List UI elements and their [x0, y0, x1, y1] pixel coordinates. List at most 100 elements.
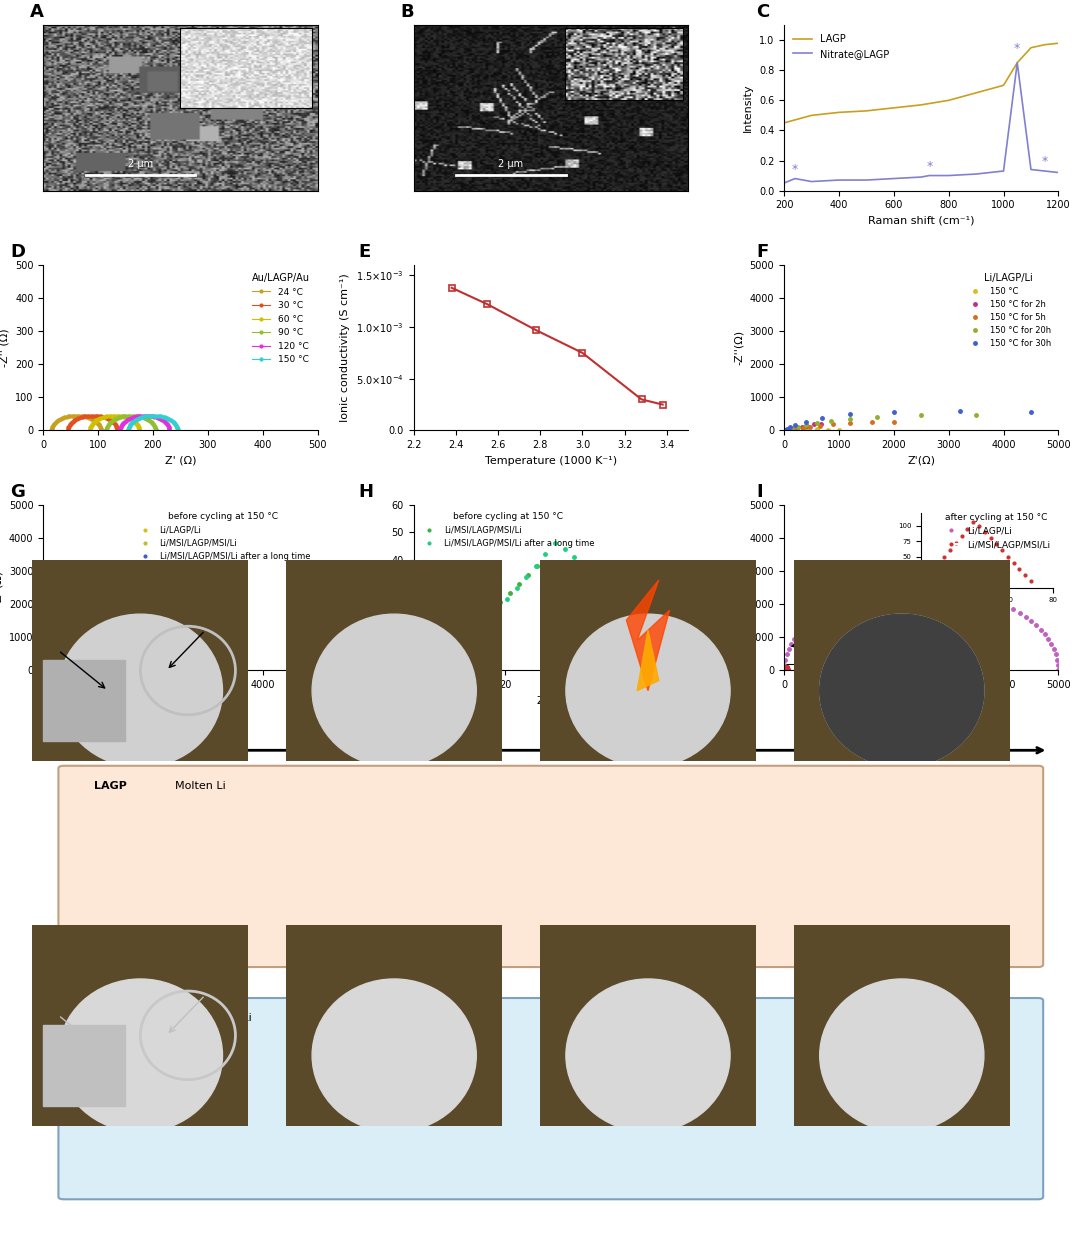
Li/MSI/LAGP/MSI/Li after a long time	[491, 603, 504, 618]
Li/MSI/LAGP/MSI/Li after a long time	[103, 660, 116, 676]
Li/MSI/LAGP/MSI/Li after a long time	[511, 580, 524, 595]
Li/LAGP/Li	[954, 584, 967, 599]
Li/MSI/LAGP/MSI/Li after a long time	[624, 599, 637, 614]
Li/MSI/LAGP/MSI/Li after a long time	[577, 559, 590, 574]
Li/LAGP/Li	[64, 662, 77, 677]
Li/MSI/LAGP/MSI/Li	[613, 611, 626, 626]
150 °C for 5h	[780, 423, 793, 438]
Li/MSI/LAGP/MSI/Li after a long time	[117, 660, 130, 676]
Text: G: G	[11, 483, 25, 501]
Li/LAGP/Li	[778, 658, 791, 673]
Text: C: C	[757, 3, 770, 21]
Text: E: E	[359, 243, 372, 260]
X-axis label: Z' (Ω): Z' (Ω)	[164, 455, 197, 465]
Li/LAGP/Li	[51, 660, 64, 676]
90 °C	[124, 408, 137, 423]
Li/MSI/LAGP/MSI/Li	[503, 585, 516, 600]
Li/MSI/LAGP/MSI/Li after a long time	[170, 662, 183, 677]
Li/LAGP/Li	[59, 662, 72, 677]
150 °C for 5h	[813, 418, 826, 433]
150 °C	[122, 423, 135, 438]
Li/LAGP/Li	[1050, 647, 1063, 662]
150 °C for 20h	[786, 420, 799, 435]
Li/MSI/LAGP/MSI/Li	[458, 630, 471, 645]
Li/MSI/LAGP/MSI/Li after a long time	[160, 662, 173, 677]
Li/MSI/LAGP/MSI/Li	[105, 660, 118, 676]
Li/MSI/LAGP/MSI/Li after a long time	[136, 662, 149, 677]
LAGP	[997, 78, 1010, 93]
Text: A: A	[29, 3, 43, 21]
Li/LAGP/Li	[902, 580, 915, 595]
150 °C for 30h	[888, 404, 901, 419]
Text: 15 min: 15 min	[956, 730, 999, 743]
150 °C for 2h	[807, 416, 820, 431]
Li/MSI/LAGP/MSI/Li	[649, 635, 662, 650]
Li/LAGP/Li	[1048, 642, 1061, 657]
150 °C for 20h	[799, 418, 812, 433]
Nitrate@LAGP	[1038, 164, 1051, 179]
150 °C	[799, 421, 812, 437]
150 °C	[833, 423, 846, 438]
Li/MSI/LAGP/MSI/Li	[79, 660, 92, 676]
Bar	[43, 660, 125, 741]
24 °C	[69, 408, 82, 423]
Legend: Li/MSI/LAGP/MSI/Li, Li/MSI/LAGP/MSI/Li after a long time: Li/MSI/LAGP/MSI/Li, Li/MSI/LAGP/MSI/Li a…	[418, 509, 598, 551]
Li/MSI/LAGP/MSI/Li after a long time	[83, 662, 96, 677]
Li/MSI/LAGP/MSI/Li	[65, 660, 78, 676]
Li/MSI/LAGP/MSI/Li	[147, 662, 160, 677]
Li/MSI/LAGP/MSI/Li	[631, 623, 644, 638]
Li/LAGP/Li	[62, 662, 75, 677]
Nitrate@LAGP	[915, 170, 928, 185]
Li/MSI/LAGP/MSI/Li	[138, 662, 151, 677]
X-axis label: Z'(Ω): Z'(Ω)	[166, 696, 194, 706]
Li/LAGP/Li	[1035, 623, 1048, 638]
60 °C	[133, 423, 146, 438]
Li/MSI/LAGP/MSI/Li	[585, 594, 598, 609]
Bar	[784, 664, 795, 671]
Li/MSI/LAGP/MSI/Li	[448, 639, 461, 654]
24 °C	[57, 410, 70, 425]
Li/MSI/LAGP/MSI/Li after a long time	[444, 657, 457, 672]
LAGP	[778, 116, 791, 131]
Li/MSI/LAGP/MSI/Li	[144, 662, 157, 677]
90 °C	[112, 410, 125, 425]
Li/LAGP/Li	[810, 609, 823, 624]
Li/LAGP/Li	[962, 585, 975, 600]
X-axis label: Raman shift (cm⁻¹): Raman shift (cm⁻¹)	[868, 216, 974, 226]
120 °C	[137, 408, 150, 423]
Text: F: F	[757, 243, 769, 260]
150 °C for 20h	[810, 415, 823, 430]
24 °C	[49, 415, 62, 430]
Nitrate@LAGP	[1011, 55, 1024, 70]
Li/MSI/LAGP/MSI/Li after a long time	[49, 663, 62, 678]
150 °C	[171, 423, 184, 438]
Li/MSI/LAGP/MSI/Li after a long time	[539, 547, 552, 562]
Li/MSI/LAGP/MSI/Li	[59, 662, 72, 677]
Li/MSI/LAGP/MSI/Li after a long time	[519, 569, 532, 584]
24 °C	[54, 411, 67, 426]
Line: 150 °C for 5h: 150 °C for 5h	[783, 420, 895, 431]
150 °C for 20h	[970, 408, 983, 423]
Li/MSI/LAGP/MSI/Li after a long time	[44, 663, 57, 678]
Polygon shape	[626, 580, 670, 691]
Li/MSI/LAGP/MSI/Li	[49, 662, 62, 677]
Li/MSI/LAGP/MSI/Li	[37, 663, 50, 678]
150 °C for 2h	[782, 423, 795, 438]
Line: 150 °C for 30h: 150 °C for 30h	[783, 410, 1032, 431]
Li/MSI/LAGP/MSI/Li after a long time	[596, 575, 609, 590]
LAGP	[833, 104, 846, 120]
Li/MSI/LAGP/MSI/Li after a long time	[93, 662, 106, 677]
Text: J: J	[49, 727, 55, 745]
Circle shape	[58, 979, 222, 1132]
150 °C	[125, 415, 138, 430]
Line: Li/MSI/LAGP/MSI/Li: Li/MSI/LAGP/MSI/Li	[435, 564, 658, 667]
Line: 90 °C: 90 °C	[105, 414, 157, 431]
Li/MSI/LAGP/MSI/Li after a long time	[616, 591, 629, 606]
Li/MSI/LAGP/MSI/Li after a long time	[175, 662, 188, 677]
Line: Li/LAGP/Li: Li/LAGP/Li	[42, 667, 72, 672]
Li/LAGP/Li	[41, 662, 54, 677]
Text: 10 min: 10 min	[651, 730, 694, 743]
Li/MSI/LAGP/MSI/Li after a long time	[58, 662, 71, 677]
Text: Molten Li: Molten Li	[175, 781, 226, 791]
Y-axis label: -Z''(Ω): -Z''(Ω)	[376, 570, 386, 605]
